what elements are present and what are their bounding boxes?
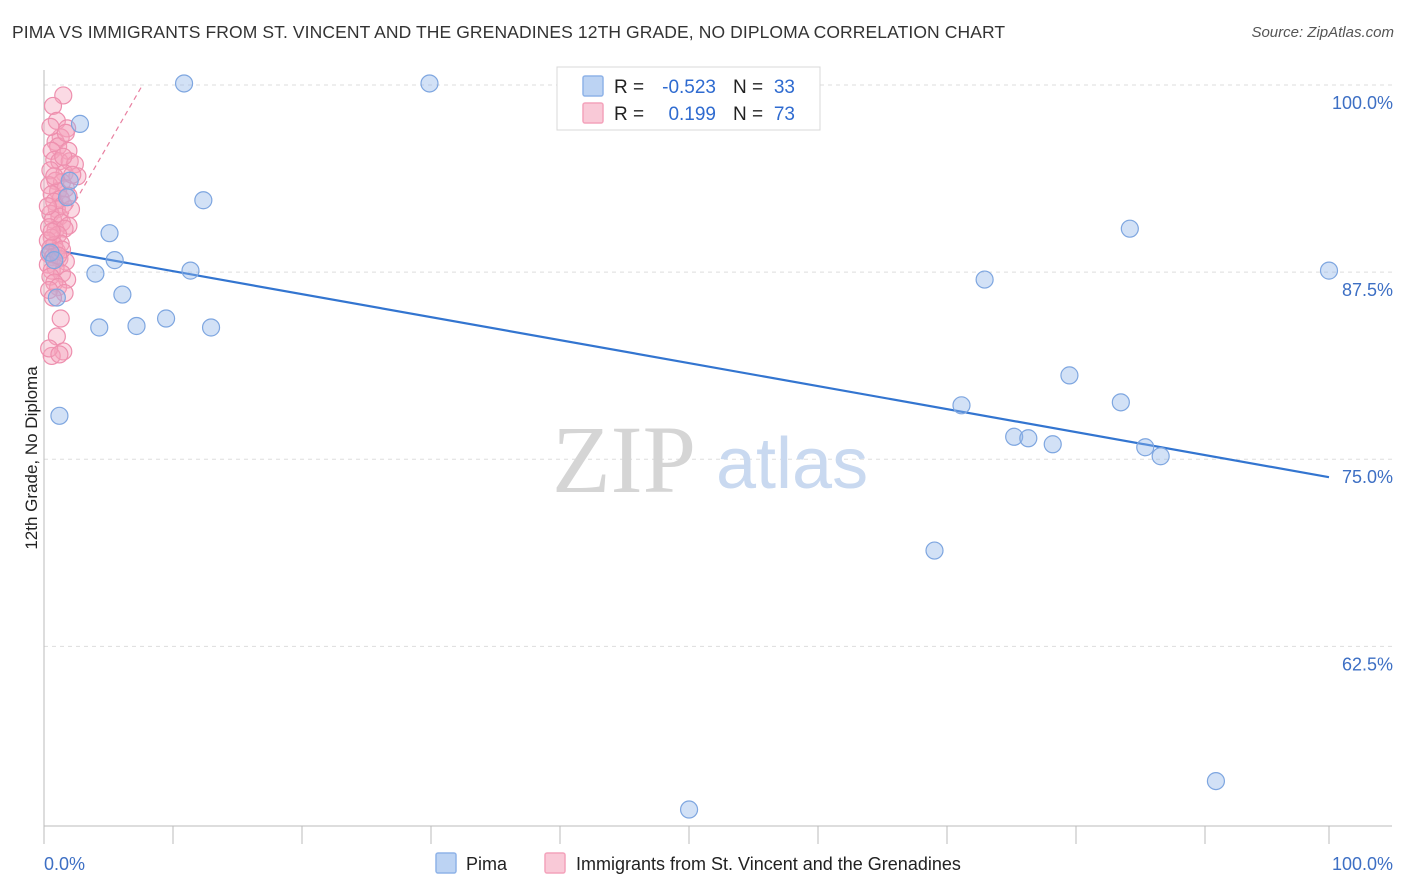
pima-r-label: R = [614, 77, 644, 98]
immigrants-r-value: 0.199 [668, 104, 716, 125]
pima-point-7 [86, 264, 105, 283]
chart-title: PIMA VS IMMIGRANTS FROM ST. VINCENT AND … [12, 22, 1006, 42]
watermark-atlas: atlas [716, 424, 868, 504]
pima-point-22 [975, 270, 994, 289]
source-credit: Source: ZipAtlas.com [1251, 24, 1394, 41]
pima-point-31 [1206, 771, 1226, 791]
immigrants-point-61 [50, 345, 69, 364]
immigrants-point-60 [40, 339, 59, 358]
watermark: ZIP atlas [552, 406, 868, 513]
immigrants-point-1 [43, 96, 63, 116]
pima-point-4 [60, 171, 79, 190]
pima-point-16 [194, 191, 213, 210]
legend-immigrants-swatch [544, 852, 566, 874]
pima-point-21 [952, 396, 971, 415]
immigrants-n-value: 73 [774, 104, 795, 125]
immigrants-point-72 [54, 147, 73, 166]
pima-point-23 [1005, 427, 1024, 446]
immigrants-point-66 [45, 167, 64, 186]
pima-n-value: 33 [774, 77, 795, 98]
trend-lines [43, 86, 1330, 479]
immigrants-r-label: R = [614, 104, 644, 125]
legend-pima-swatch [435, 852, 457, 874]
pima-n-label: N = [733, 77, 763, 98]
y-tick-label-0: 100.0% [1332, 93, 1393, 113]
immigrants-point-55 [43, 288, 63, 307]
x-tick-labels: 0.0% 100.0% [44, 854, 1393, 874]
series-legend: Pima Immigrants from St. Vincent and the… [435, 852, 961, 874]
pima-point-1 [45, 251, 64, 270]
pima-r-value: -0.523 [662, 77, 716, 98]
pima-point-6 [70, 114, 90, 133]
y-axis-label: 12th Grade, No Diploma [22, 366, 41, 550]
stats-legend: R = -0.523 N = 33 R = 0.199 N = 73 [556, 66, 821, 131]
immigrants-point-68 [42, 222, 61, 241]
data-points [38, 74, 1339, 819]
immigrants-trend-line [43, 86, 143, 256]
axes [43, 70, 1392, 844]
pima-point-11 [113, 285, 132, 304]
pima-point-13 [156, 309, 176, 328]
legend-pima-label: Pima [466, 854, 508, 874]
pima-point-14 [174, 74, 194, 93]
watermark-zip: ZIP [552, 406, 696, 513]
x-tick-label-1: 100.0% [1332, 854, 1393, 874]
pima-point-10 [105, 251, 124, 270]
y-tick-label-1: 87.5% [1342, 280, 1393, 300]
y-tick-label-2: 75.0% [1342, 467, 1393, 487]
immigrants-point-64 [56, 123, 75, 142]
pima-point-5 [58, 188, 77, 207]
immigrants-point-63 [41, 117, 60, 136]
pima-point-2 [47, 288, 66, 307]
y-tick-label-3: 62.5% [1342, 654, 1393, 674]
legend-immigrants-label: Immigrants from St. Vincent and the Gren… [576, 854, 961, 874]
pima-point-28 [1120, 219, 1139, 238]
pima-point-30 [1151, 447, 1170, 466]
pima-swatch [582, 75, 604, 97]
immigrants-point-56 [51, 309, 70, 328]
pima-point-9 [100, 224, 119, 243]
immigrants-swatch [582, 102, 604, 124]
pima-point-26 [1060, 366, 1079, 385]
pima-point-27 [1111, 393, 1130, 412]
pima-point-17 [201, 318, 221, 337]
pima-point-29 [1136, 438, 1155, 457]
pima-point-20 [925, 541, 944, 560]
pima-point-3 [50, 406, 69, 425]
immigrants-point-59 [42, 346, 61, 366]
pima-trend-line [43, 247, 1330, 479]
immigrants-point-65 [61, 200, 81, 219]
immigrants-point-47 [42, 261, 61, 280]
pima-point-25 [1043, 435, 1062, 454]
y-tick-labels: 100.0% 87.5% 75.0% 62.5% [1332, 93, 1393, 674]
pima-point-32 [1319, 261, 1339, 280]
pima-point-19 [679, 800, 699, 819]
pima-point-24 [1019, 429, 1038, 448]
immigrants-point-71 [38, 197, 57, 216]
pima-point-18 [420, 74, 439, 93]
grid-lines [44, 84, 1392, 647]
pima-point-8 [90, 318, 109, 337]
pima-point-15 [181, 261, 200, 280]
pima-point-12 [127, 316, 146, 336]
x-tick-label-0: 0.0% [44, 854, 85, 874]
immigrants-n-label: N = [733, 104, 763, 125]
